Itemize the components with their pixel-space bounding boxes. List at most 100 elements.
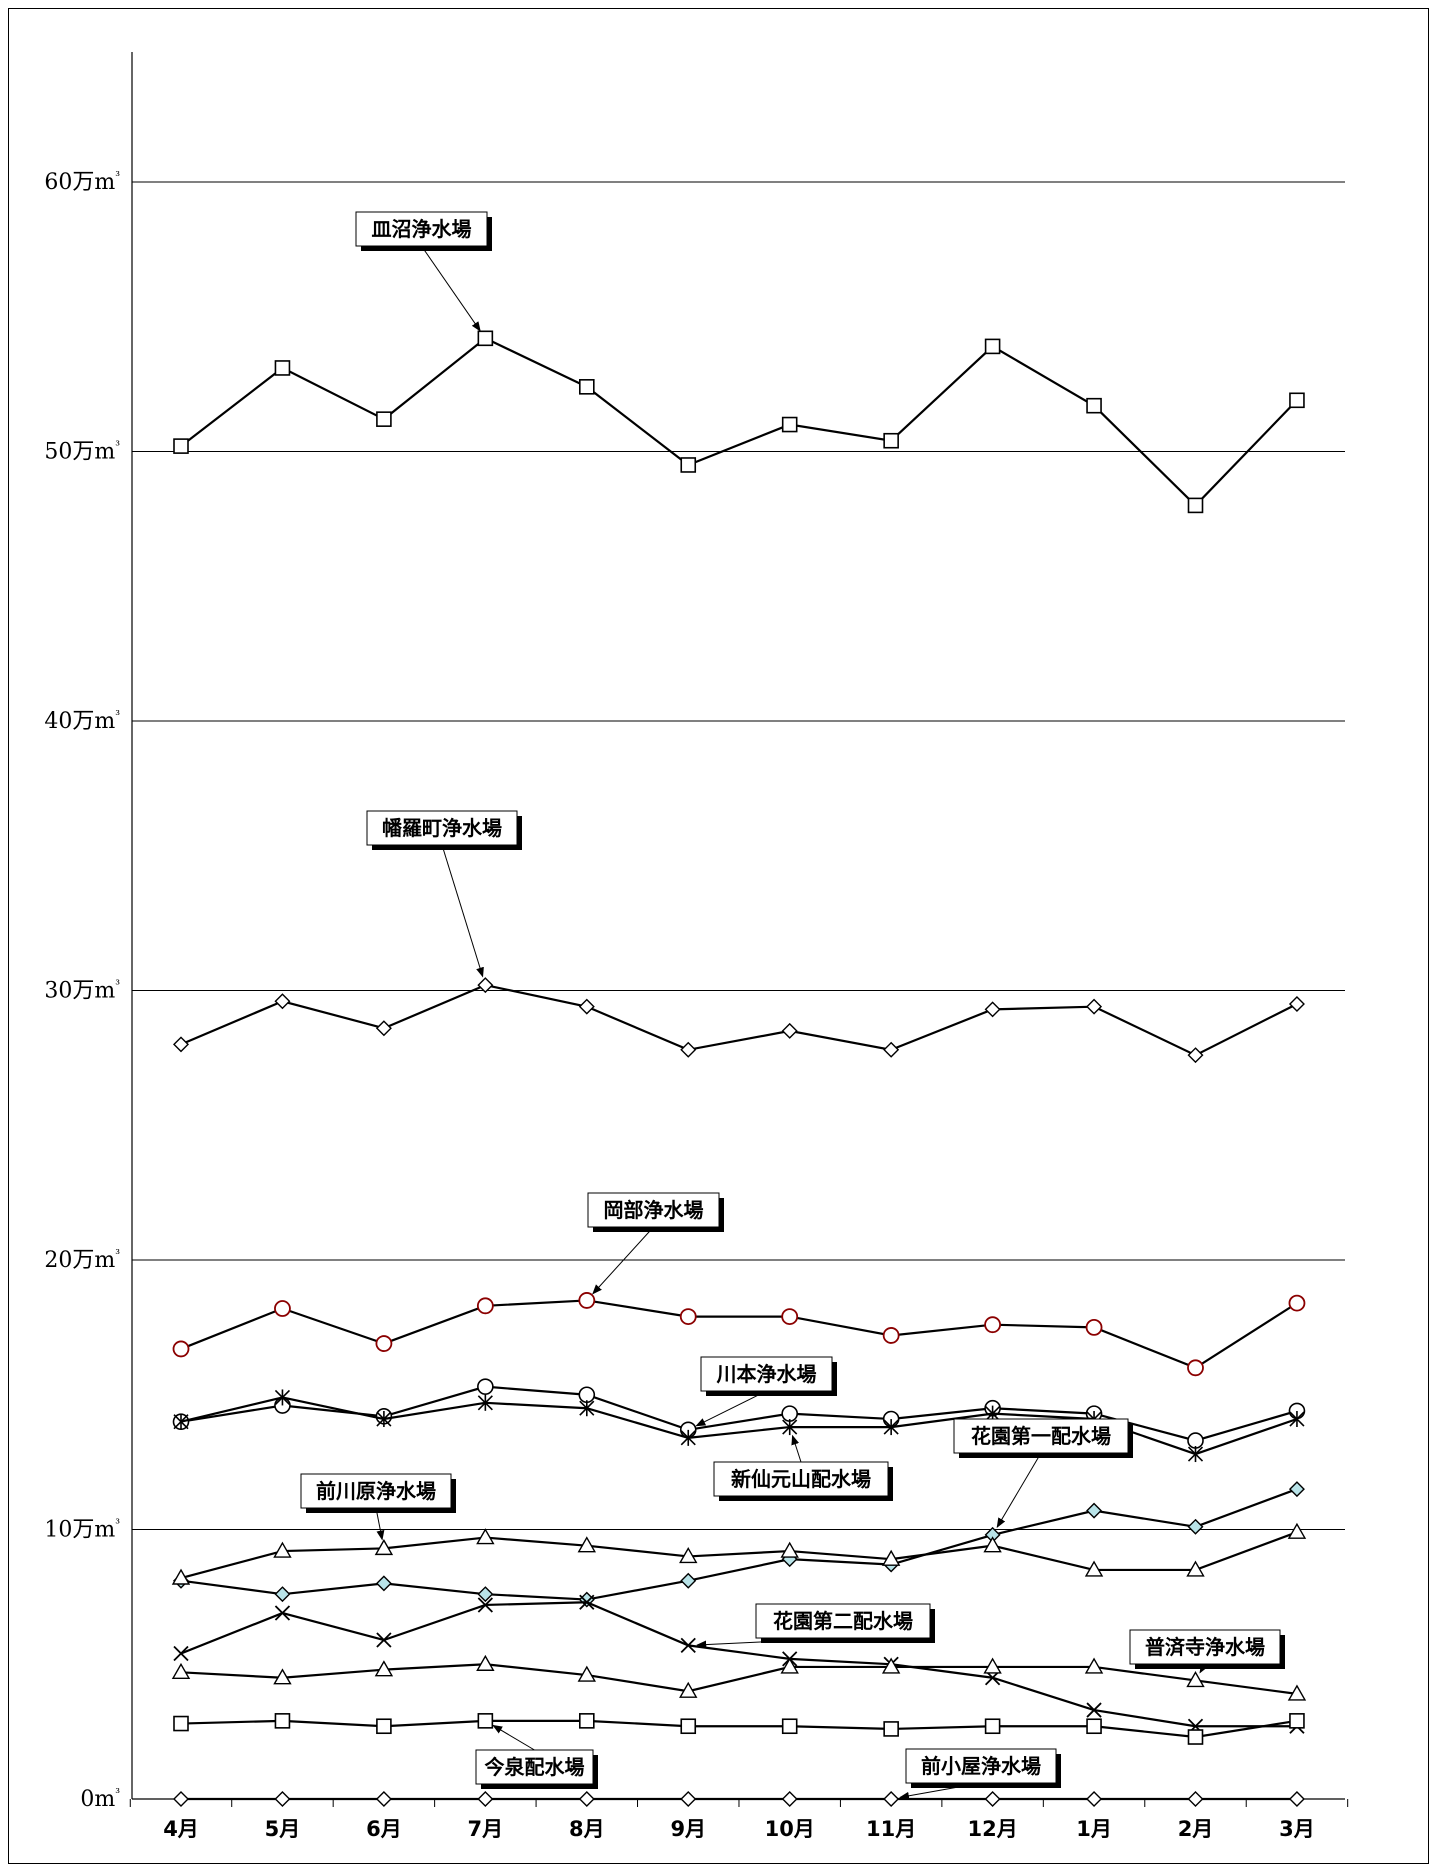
series-line [180, 1299, 1298, 1370]
callout-box [587, 1192, 720, 1228]
x-tick-label: 6月 [366, 1817, 402, 1841]
data-point [578, 1386, 596, 1404]
callout-leader [695, 1390, 767, 1427]
x-tick-label: 10月 [765, 1817, 815, 1841]
data-point [375, 1335, 393, 1352]
data-point [680, 1637, 696, 1654]
data-point [477, 330, 494, 347]
callout-box [953, 1418, 1129, 1454]
y-tick-label: 10万m³ [44, 1517, 120, 1543]
callout: 今泉配水場 [475, 1724, 598, 1789]
callout-leader [592, 1226, 654, 1295]
gridlines [132, 181, 1345, 1530]
x-tick-label: 11月 [866, 1817, 916, 1841]
data-point [579, 1400, 595, 1417]
data-point [1289, 392, 1305, 409]
data-point [273, 1668, 292, 1685]
callout-box [475, 1749, 594, 1785]
data-point [375, 1575, 392, 1592]
data-point [1187, 497, 1204, 514]
callout-box [366, 810, 518, 846]
data-point [781, 1022, 798, 1039]
data-point [1288, 1294, 1306, 1312]
data-point [1085, 1318, 1103, 1336]
data-point [376, 411, 392, 427]
data-point [172, 1340, 190, 1358]
data-point [1086, 998, 1103, 1015]
series-9 [173, 1713, 1305, 1745]
x-tick-label: 9月 [670, 1817, 706, 1841]
data-point [477, 1597, 493, 1613]
callout-box [755, 1603, 931, 1639]
data-point [274, 1605, 291, 1621]
data-point [780, 1541, 799, 1558]
series-layer [171, 330, 1307, 1807]
callout-box [1129, 1629, 1281, 1665]
callout: 新仙元山配水場 [713, 1434, 893, 1501]
data-point [881, 1657, 901, 1674]
callout: 花園第二配水場 [696, 1603, 935, 1649]
data-point [881, 1549, 901, 1566]
data-point [173, 438, 189, 454]
x-tick-label: 3月 [1279, 1817, 1315, 1841]
callout-box [300, 1473, 452, 1509]
x-tick-label: 4月 [163, 1817, 199, 1841]
data-point [1084, 1560, 1104, 1577]
data-point [578, 1791, 595, 1807]
series-6 [171, 1522, 1307, 1585]
callout-label: 前川原浄水場 [316, 1479, 436, 1503]
callout: 前川原浄水場 [300, 1473, 456, 1541]
data-point [171, 1568, 191, 1585]
data-point [173, 1791, 189, 1807]
data-point [679, 1681, 698, 1698]
callout-label: 岡部浄水場 [604, 1198, 704, 1222]
data-point [173, 1715, 189, 1732]
data-point [782, 1419, 798, 1436]
callout-label: 花園第一配水場 [971, 1424, 1111, 1448]
data-point [1086, 1791, 1103, 1807]
callout-leader [421, 245, 481, 332]
data-point [1288, 1481, 1305, 1498]
data-point [477, 977, 494, 994]
data-point [477, 1394, 493, 1411]
y-tick-label: 0m³ [80, 1786, 120, 1812]
data-point [984, 1718, 1001, 1735]
data-point [781, 1791, 798, 1807]
data-point [883, 1041, 900, 1058]
data-point [1086, 1502, 1103, 1519]
series-2 [172, 1292, 1306, 1377]
data-point [680, 457, 697, 473]
callout-leader [791, 1434, 802, 1463]
data-point [376, 1411, 392, 1428]
data-point [578, 998, 595, 1015]
data-point [780, 1657, 799, 1674]
callout-box [355, 211, 488, 247]
x-tick-label: 8月 [569, 1817, 605, 1841]
data-point [983, 1536, 1002, 1553]
data-point [680, 1429, 696, 1446]
x-tick-label: 7月 [468, 1817, 504, 1841]
callout-leader [996, 1452, 1042, 1529]
y-tick-label: 20万m³ [44, 1247, 120, 1273]
data-point [882, 1327, 900, 1344]
x-tick-label: 2月 [1178, 1817, 1214, 1841]
data-point [1187, 1791, 1204, 1807]
data-point [274, 1791, 291, 1807]
data-point [274, 1586, 291, 1603]
callout-box [700, 1356, 833, 1392]
series-line [180, 1663, 1298, 1695]
data-point [274, 993, 291, 1010]
y-tick-label: 60万m³ [44, 169, 120, 195]
y-tick-label: 50万m³ [44, 439, 120, 465]
data-point [579, 1594, 595, 1610]
data-point [376, 1718, 392, 1735]
data-point [273, 1541, 292, 1558]
data-point [1187, 1446, 1204, 1463]
data-point [883, 1791, 900, 1807]
data-point [680, 1718, 697, 1735]
series-10 [173, 1791, 1305, 1807]
series-1 [173, 977, 1305, 1064]
data-point [171, 1662, 191, 1680]
data-point [375, 1020, 392, 1037]
